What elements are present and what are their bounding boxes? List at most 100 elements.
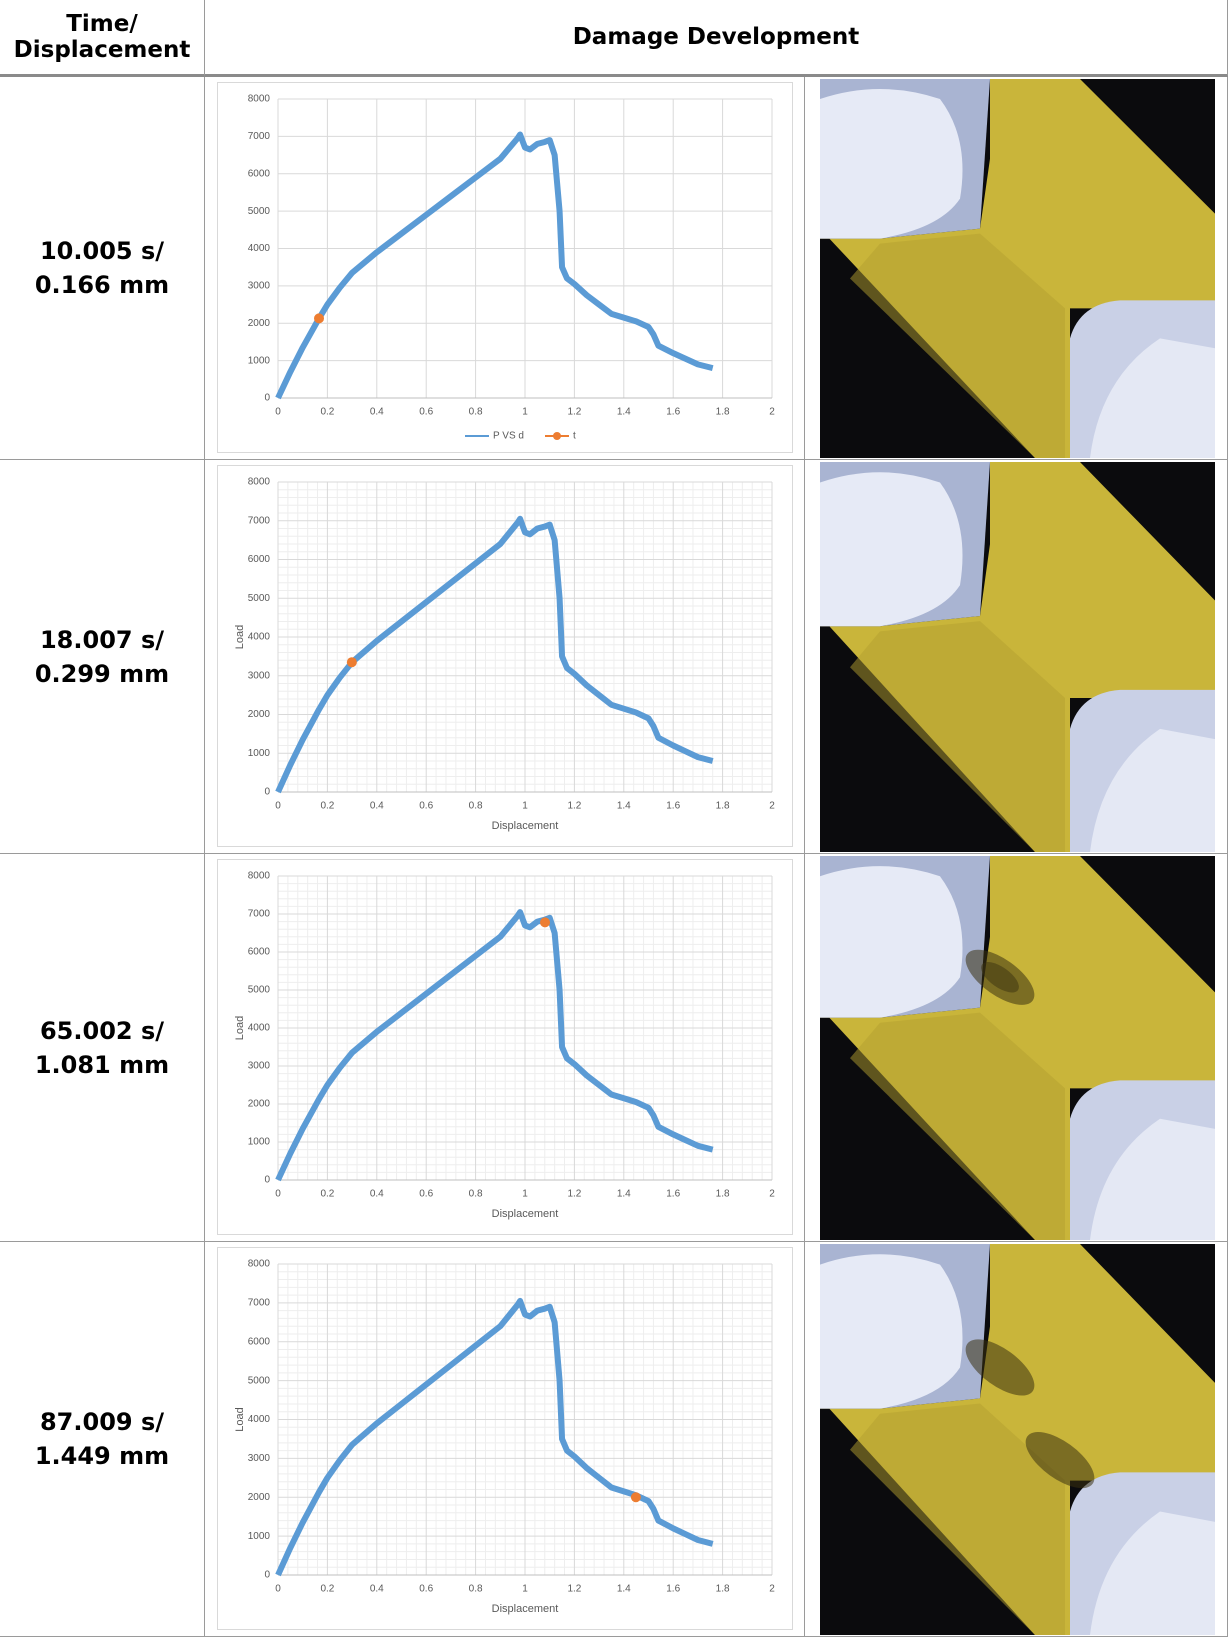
x-tick-label: 1 — [522, 801, 528, 812]
y-tick-label: 6000 — [248, 168, 271, 179]
y-tick-label: 2000 — [248, 1492, 271, 1503]
x-tick-label: 1.6 — [666, 1189, 680, 1200]
header-cell: Time/ Displacement — [0, 0, 205, 77]
x-tick-label: 1.6 — [666, 801, 680, 812]
x-tick-label: 0.6 — [419, 1189, 433, 1200]
x-tick-label: 1.2 — [567, 1584, 581, 1595]
y-tick-label: 3000 — [248, 1453, 271, 1464]
label-text: 1.449 mm — [34, 1442, 170, 1470]
x-tick-label: 1.2 — [567, 1189, 581, 1200]
y-tick-label: 8000 — [248, 871, 271, 882]
x-tick-label: 1.8 — [716, 1584, 730, 1595]
y-tick-label: 5000 — [248, 1375, 271, 1386]
photo-cell — [805, 460, 1228, 854]
label-text: 87.009 s/ — [39, 1408, 165, 1436]
x-tick-label: 0.4 — [370, 407, 384, 418]
y-tick-label: 1000 — [248, 1137, 271, 1148]
specimen-photo — [820, 79, 1215, 458]
x-tick-label: 2 — [769, 407, 775, 418]
x-axis-title: Displacement — [492, 1603, 559, 1615]
y-tick-label: 0 — [264, 787, 270, 798]
y-tick-label: 5000 — [248, 985, 271, 996]
label-cell: 65.002 s/1.081 mm — [0, 854, 205, 1242]
label-text: 18.007 s/ — [39, 625, 165, 654]
x-tick-label: 0 — [275, 1584, 281, 1595]
y-tick-label: 2000 — [248, 709, 271, 720]
x-tick-label: 0.6 — [419, 801, 433, 812]
x-tick-label: 1 — [522, 1584, 528, 1595]
x-tick-label: 0.4 — [370, 1584, 384, 1595]
photo-cell — [805, 1242, 1228, 1637]
y-tick-label: 7000 — [248, 131, 271, 142]
y-tick-label: 4000 — [248, 1414, 271, 1425]
y-axis-title: Load — [234, 1016, 246, 1040]
y-tick-label: 3000 — [248, 670, 271, 681]
legend-swatch — [553, 432, 561, 440]
x-tick-label: 2 — [769, 1189, 775, 1200]
x-tick-label: 0.8 — [469, 407, 483, 418]
y-tick-label: 7000 — [248, 1298, 271, 1309]
point — [346, 657, 357, 668]
y-tick-label: 8000 — [248, 1259, 271, 1270]
point — [540, 917, 551, 928]
x-tick-label: 1.4 — [617, 1189, 631, 1200]
legend-label: P VS d — [493, 431, 524, 442]
y-tick-label: 3000 — [248, 1061, 271, 1072]
x-tick-label: 1 — [522, 407, 528, 418]
label-cell: 18.007 s/0.299 mm — [0, 460, 205, 854]
x-tick-label: 1 — [522, 1189, 528, 1200]
x-tick-label: 0.2 — [320, 801, 334, 812]
x-tick-label: 0 — [275, 801, 281, 812]
y-tick-label: 3000 — [248, 281, 271, 292]
x-axis-title: Displacement — [492, 820, 559, 832]
x-tick-label: 1.4 — [617, 407, 631, 418]
x-tick-label: 0.8 — [469, 1189, 483, 1200]
label-text: 65.002 s/ — [39, 1016, 165, 1045]
legend-label: t — [573, 431, 576, 442]
specimen-photo — [820, 856, 1215, 1240]
label-text: 1.081 mm — [34, 1050, 170, 1079]
x-tick-label: 2 — [769, 801, 775, 812]
y-tick-label: 2000 — [248, 1099, 271, 1110]
y-tick-label: 0 — [264, 1570, 270, 1581]
x-tick-label: 0.4 — [370, 1189, 384, 1200]
x-tick-label: 0.8 — [469, 1584, 483, 1595]
x-tick-label: 0 — [275, 1189, 281, 1200]
x-tick-label: 0.8 — [469, 801, 483, 812]
x-tick-label: 1.8 — [716, 407, 730, 418]
line-series — [275, 1297, 714, 1577]
x-tick-label: 1.6 — [666, 407, 680, 418]
y-tick-label: 1000 — [248, 748, 271, 759]
x-tick-label: 1.6 — [666, 1584, 680, 1595]
y-tick-label: 1000 — [248, 355, 271, 366]
x-axis-title: Displacement — [492, 1208, 559, 1220]
header-text: Time/ Displacement — [13, 11, 191, 63]
x-tick-label: 0 — [275, 407, 281, 418]
y-tick-label: 4000 — [248, 243, 271, 254]
y-tick-label: 6000 — [248, 1336, 271, 1347]
y-tick-label: 8000 — [248, 94, 271, 105]
y-tick-label: 0 — [264, 1175, 270, 1186]
chart: 0 1000 2000 3000 4000 5000 6000 7000 8000 0 0.2 0.4… — [217, 82, 793, 453]
label-cell: 87.009 s/1.449 mm — [0, 1242, 205, 1637]
x-tick-label: 2 — [769, 1584, 775, 1595]
x-tick-label: 0.2 — [320, 1189, 334, 1200]
x-tick-label: 1.4 — [617, 1584, 631, 1595]
x-tick-label: 0.4 — [370, 801, 384, 812]
y-axis-title: Load — [234, 625, 246, 649]
photo-cell — [805, 77, 1228, 460]
header-cell: Damage Development — [205, 0, 1228, 77]
header-text: Damage Development — [572, 24, 860, 50]
label-text: 0.166 mm — [34, 271, 170, 299]
y-tick-label: 6000 — [248, 947, 271, 958]
x-tick-label: 1.2 — [567, 801, 581, 812]
chart-cell: 0 1000 2000 3000 4000 5000 6000 7000 8000 0 0.2 0.4… — [205, 77, 805, 460]
label-text: 0.299 mm — [34, 659, 170, 688]
y-axis-title: Load — [234, 1407, 246, 1431]
chart-cell: 0 1000 2000 3000 4000 5000 6000 7000 8000 0 0.2 0.4… — [205, 460, 805, 854]
chart: 0 1000 2000 3000 4000 5000 6000 7000 8000 0 0.2 0.4… — [217, 465, 793, 847]
x-tick-label: 1.2 — [567, 407, 581, 418]
y-tick-label: 1000 — [248, 1531, 271, 1542]
y-tick-label: 0 — [264, 393, 270, 404]
